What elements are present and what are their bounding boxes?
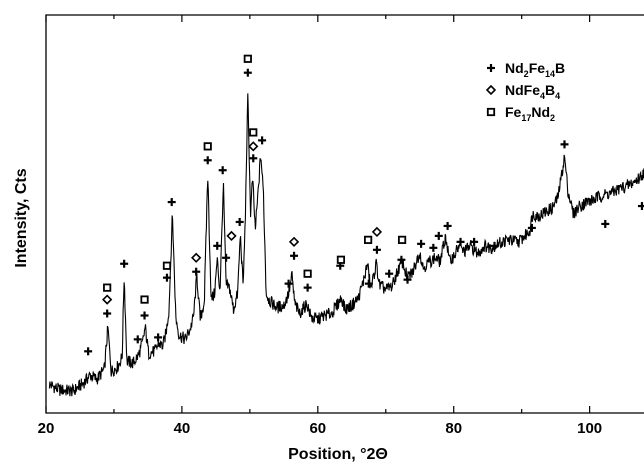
plus-marker [84, 347, 93, 356]
plus-marker [103, 309, 112, 318]
plus-marker [601, 219, 610, 228]
plus-marker [243, 68, 252, 77]
diamond-marker [102, 294, 113, 305]
square-marker [303, 269, 312, 278]
plus-marker [403, 275, 412, 284]
square-marker [203, 142, 212, 151]
plus-marker [397, 255, 406, 264]
plus-marker [235, 217, 244, 226]
x-tick-label: 100 [577, 420, 602, 437]
plus-marker [470, 237, 479, 246]
plus-marker [637, 202, 644, 211]
square-marker [249, 128, 258, 137]
legend-item: Fe17Nd2 [486, 104, 555, 123]
legend: Nd2Fe14B NdFe4B4 Fe17Nd2 [485, 60, 565, 123]
diamond-marker [248, 141, 259, 152]
square-marker [140, 295, 149, 304]
x-tick-label: 60 [309, 420, 326, 437]
legend-label: Nd2Fe14B [505, 60, 565, 79]
square-marker [162, 261, 172, 270]
plus-marker [490, 241, 499, 250]
diamond-marker [191, 252, 202, 263]
plus-marker [167, 198, 176, 207]
plus-marker [154, 333, 163, 342]
plus-marker [203, 156, 212, 165]
plus-marker [429, 243, 438, 252]
plus-marker [385, 269, 394, 278]
diamond-marker [226, 230, 237, 242]
x-axis-title: Position, °2Θ [288, 446, 388, 463]
plus-marker [443, 221, 452, 230]
square-marker [336, 255, 346, 264]
peak-markers [84, 54, 644, 356]
plus-marker [372, 245, 381, 254]
diamond-marker [371, 226, 383, 238]
legend-label: Fe17Nd2 [505, 104, 555, 123]
diamond-legend-icon [485, 84, 497, 96]
plus-marker [120, 259, 129, 268]
legend-label: NdFe4B4 [505, 82, 560, 101]
axes-frame [45, 14, 644, 414]
legend-item: NdFe4B4 [485, 82, 560, 101]
square-marker [103, 283, 112, 292]
plus-marker [133, 335, 142, 344]
plus-marker [527, 223, 536, 232]
axes: 20 40 60 80 100 [38, 14, 644, 437]
plus-marker [364, 279, 373, 288]
legend-item: Nd2Fe14B [487, 60, 565, 79]
square-marker [397, 235, 407, 244]
xrd-trace [48, 93, 644, 397]
x-tick-label: 40 [174, 420, 191, 437]
plus-marker [162, 273, 171, 282]
plus-marker [456, 237, 465, 246]
square-marker [243, 54, 252, 63]
plus-marker [218, 166, 227, 175]
plus-marker [303, 283, 312, 292]
diamond-marker [288, 236, 300, 247]
x-tick-label: 20 [38, 420, 55, 437]
plus-legend-icon [487, 64, 495, 72]
plus-marker [213, 241, 222, 250]
square-legend-icon [486, 107, 496, 117]
plus-marker [249, 154, 258, 163]
plus-marker [417, 239, 426, 248]
plus-marker [140, 311, 149, 320]
plus-marker [434, 231, 443, 240]
square-marker [364, 235, 373, 244]
plus-marker [560, 140, 569, 149]
plot-area [48, 93, 644, 397]
plus-marker [284, 279, 293, 288]
y-axis-title: Intensity, Cts [13, 168, 30, 267]
plus-marker [290, 251, 299, 260]
plus-marker [192, 267, 201, 276]
plus-marker [222, 253, 231, 262]
plus-marker [258, 136, 267, 145]
x-tick-label: 80 [445, 420, 462, 437]
